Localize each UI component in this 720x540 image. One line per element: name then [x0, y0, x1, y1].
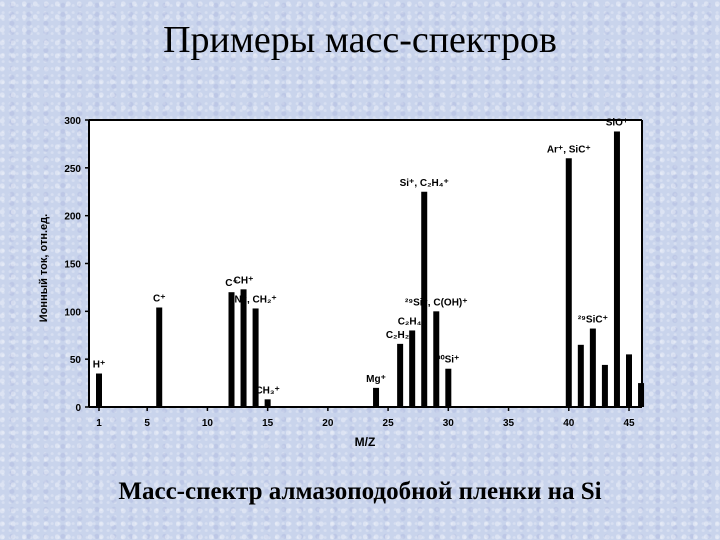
spectrum-peak	[240, 289, 247, 407]
spectrum-peak	[433, 311, 440, 407]
peak-label: ²⁹SiC⁺	[578, 315, 608, 326]
spectrum-peak	[638, 383, 645, 407]
peak-label: ³⁰Si⁺	[437, 355, 459, 366]
spectrum-peak	[445, 368, 452, 407]
y-tick-label: 200	[64, 212, 81, 223]
peak-label: SiO⁺	[606, 117, 629, 128]
spectrum-peak	[252, 308, 259, 407]
spectrum-peak	[626, 354, 632, 407]
spectrum-peak	[156, 307, 163, 407]
spectrum-peak	[228, 292, 235, 407]
peak-label: C⁺	[225, 278, 238, 289]
x-tick-label: 1	[96, 418, 102, 429]
x-tick-label: 20	[322, 418, 334, 429]
spectrum-peak	[409, 330, 416, 407]
peak-label: CH⁺	[234, 275, 254, 286]
spectrum-peak	[613, 131, 620, 408]
spectrum-peak	[565, 158, 572, 407]
x-tick-label: 40	[563, 418, 575, 429]
y-tick-label: 0	[75, 403, 81, 414]
y-tick-label: 100	[64, 307, 81, 318]
spectrum-peak	[397, 343, 404, 407]
spectrum-peak	[264, 399, 271, 407]
peak-label: C₂H₄⁺	[398, 316, 427, 327]
peak-label: H⁺	[93, 360, 106, 371]
x-tick-label: 25	[383, 418, 395, 429]
peak-label: Si⁺, C₂H₄⁺	[400, 178, 449, 189]
x-tick-label: 5	[144, 418, 150, 429]
y-tick-label: 150	[64, 260, 81, 271]
y-tick-label: 250	[64, 164, 81, 175]
chart-caption: Масс-спектр алмазоподобной пленки на Si	[118, 478, 602, 505]
peak-label: C₂H₂⁺	[386, 330, 415, 341]
slide-title: Примеры масс-спектров	[163, 19, 557, 61]
peak-label: N⁺, CH₂⁺	[234, 294, 276, 305]
spectrum-peak	[601, 364, 608, 407]
peak-label: ²⁹Si⁺, C(OH)⁺	[405, 297, 468, 308]
spectrum-peak	[373, 387, 380, 407]
plot-area	[89, 120, 642, 407]
x-tick-label: 10	[202, 418, 214, 429]
peak-label: Mg⁺	[366, 374, 386, 385]
peak-label: C⁺	[153, 294, 166, 305]
x-tick-label: 30	[443, 418, 455, 429]
spectrum-peak	[421, 191, 428, 407]
x-tick-label: 45	[623, 418, 635, 429]
x-tick-label: 15	[262, 418, 274, 429]
peak-label: Ar⁺, SiC⁺	[547, 144, 591, 155]
spectrum-peak	[589, 328, 596, 407]
y-axis-label: Ионный ток, отн.ед.	[38, 214, 50, 322]
spectrum-peak	[96, 373, 102, 407]
peak-label: CH₃⁺	[255, 385, 279, 396]
x-axis-label: M/Z	[355, 435, 376, 449]
y-tick-label: 50	[70, 355, 82, 366]
spectrum-peak	[577, 344, 584, 407]
y-tick-label: 300	[64, 116, 81, 127]
x-tick-label: 35	[503, 418, 515, 429]
